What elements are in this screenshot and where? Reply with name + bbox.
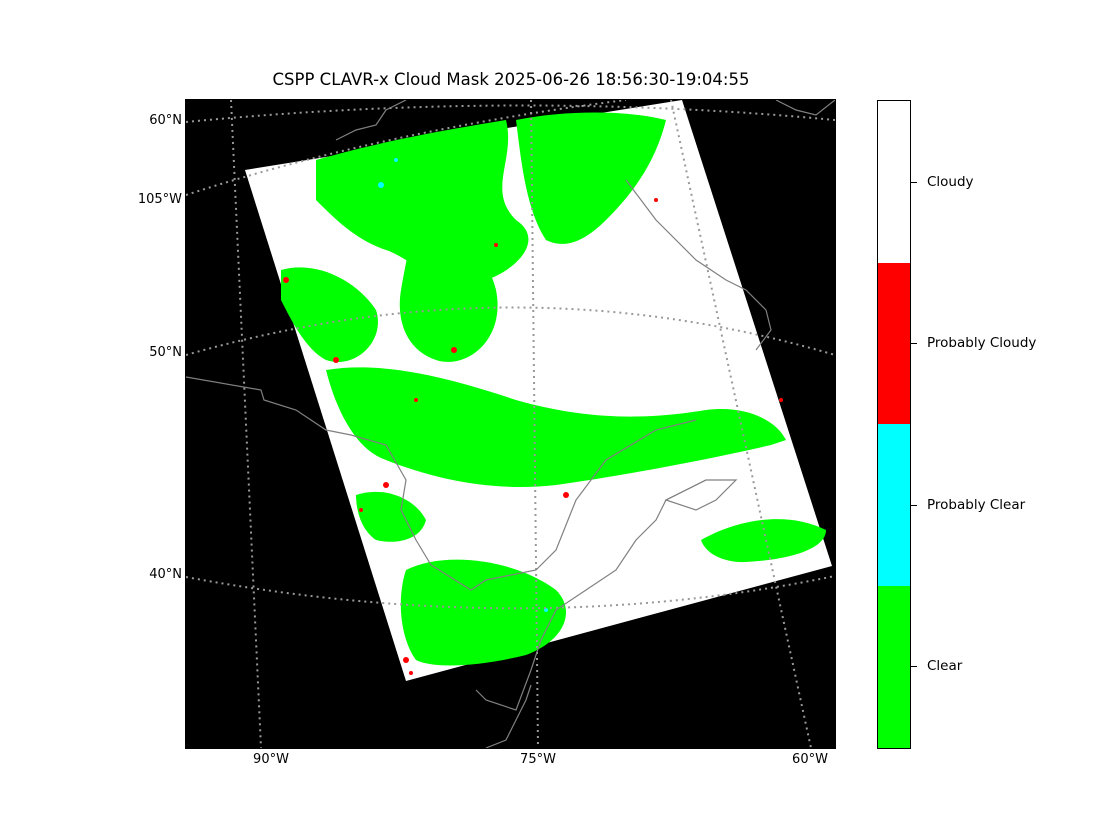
us-canada-border [186, 376, 697, 591]
clear-sky-regions [281, 112, 826, 666]
clear-region-north [316, 120, 529, 286]
gridline-105w [186, 100, 627, 196]
cloud-mask-map [185, 99, 836, 749]
arctic-islands [775, 100, 835, 116]
clear-region-great-lakes-south [356, 491, 426, 542]
clear-region-great-lakes [399, 218, 498, 362]
atlantic-south-coast [485, 684, 532, 748]
nova-scotia-coast [664, 479, 738, 511]
probably-clear-speckles [378, 158, 548, 612]
gridline-75w [530, 100, 539, 748]
lon-label-75w: 75°W [520, 752, 556, 767]
probably-cloudy-speckles [283, 198, 783, 675]
lat-label-50n: 50°N [149, 345, 182, 360]
gridline-40n [186, 575, 835, 610]
colorbar-label-clear: Clear [927, 658, 963, 674]
lat-label-60n: 60°N [149, 113, 182, 128]
gridline-50n-lat [186, 306, 835, 356]
gridline-60n [186, 104, 835, 123]
clear-region-atlantic [701, 519, 826, 563]
clear-region-west [281, 267, 378, 362]
colorbar-tick [910, 666, 917, 667]
colorbar-segment-cloudy [878, 101, 910, 263]
map-title: CSPP CLAVR-x Cloud Mask 2025-06-26 18:56… [272, 70, 750, 89]
lon-label-105w: 105°W [137, 192, 182, 207]
colorbar-label-probably-cloudy: Probably Cloudy [927, 335, 1037, 351]
colorbar [877, 100, 911, 749]
colorbar-label-cloudy: Cloudy [927, 174, 974, 190]
colorbar-segment-probably-clear [878, 424, 910, 586]
gridline-60w [670, 100, 812, 748]
colorbar-tick [910, 505, 917, 506]
lon-label-90w: 90°W [253, 752, 289, 767]
colorbar-label-probably-clear: Probably Clear [927, 497, 1026, 513]
clear-region-southwest [400, 559, 566, 666]
hudson-bay-coast [335, 100, 407, 141]
colorbar-segment-clear [878, 586, 910, 748]
clear-region-quebec [516, 112, 666, 244]
gridline-90w [230, 100, 262, 748]
lat-label-40n: 40°N [149, 567, 182, 582]
lon-label-60w: 60°W [792, 752, 828, 767]
colorbar-tick [910, 182, 917, 183]
colorbar-segment-probably-cloudy [878, 263, 910, 424]
coastlines [186, 100, 835, 748]
clear-region-central-band [326, 367, 786, 488]
graticule [186, 100, 835, 748]
labrador-coast [625, 179, 772, 351]
colorbar-tick [910, 343, 917, 344]
